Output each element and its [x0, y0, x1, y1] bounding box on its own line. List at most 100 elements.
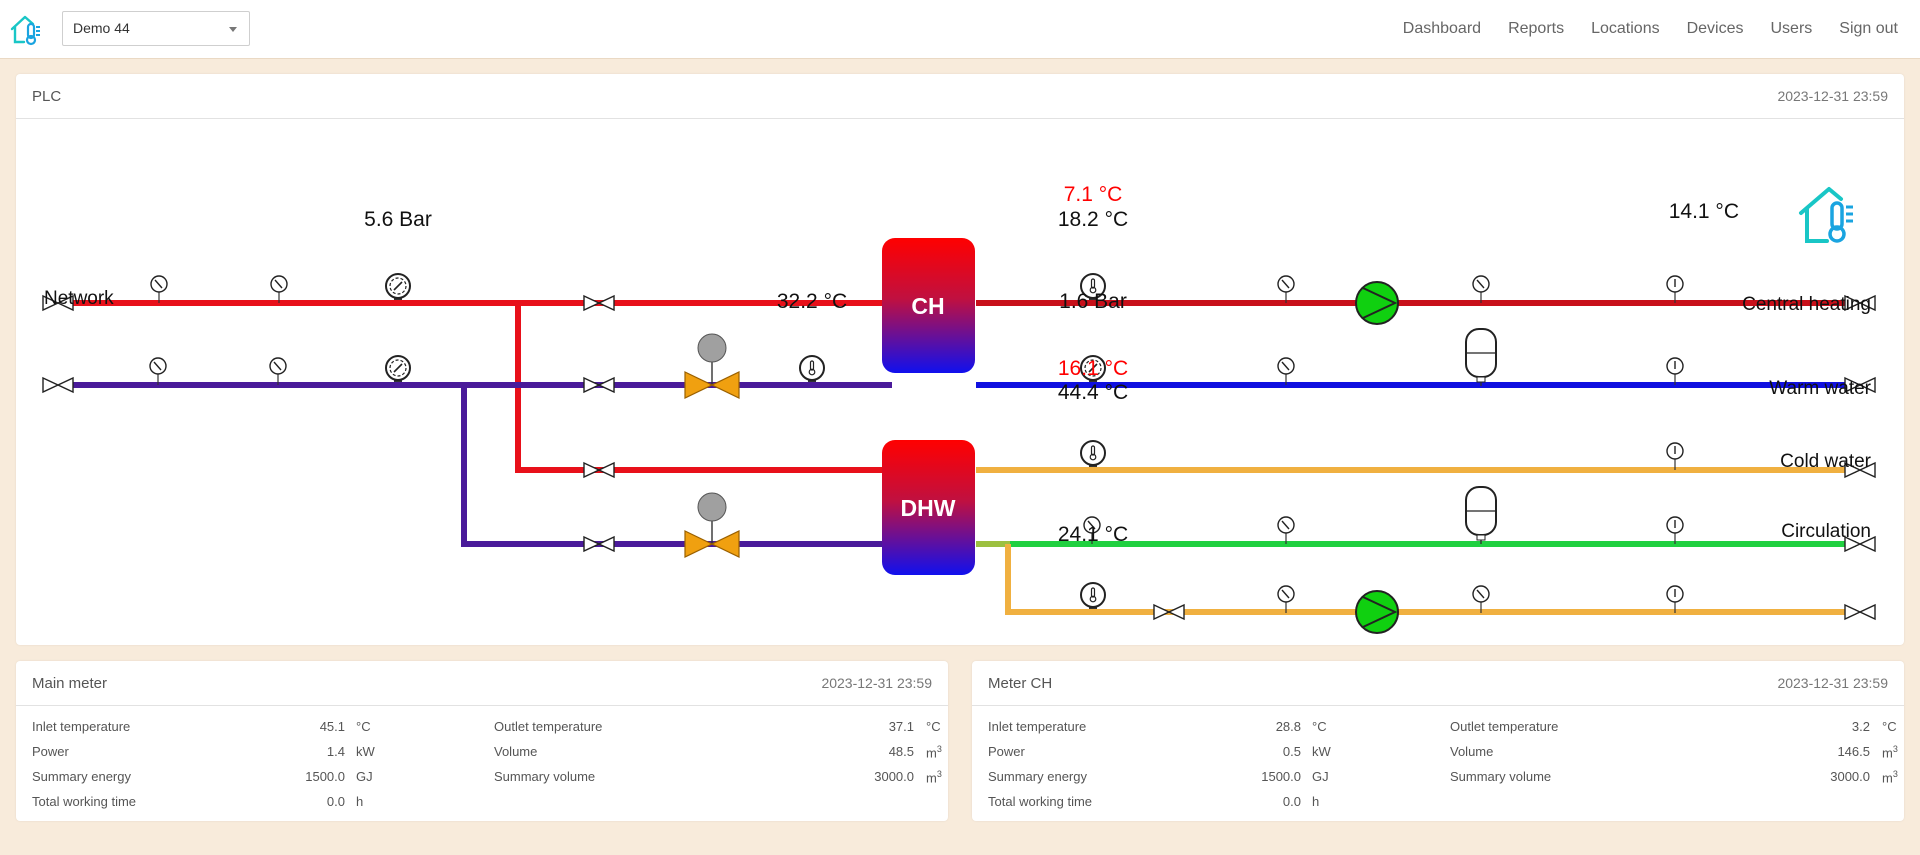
- meter-unit: m3: [926, 769, 942, 786]
- gauge-icon: [269, 357, 287, 386]
- meter-row: Power 1.4 kW Volume 48.5 m3: [32, 744, 942, 769]
- cold-water-label: Cold water: [1780, 451, 1871, 472]
- circulation-pump-icon[interactable]: [1355, 590, 1399, 634]
- dhw-label: DHW: [901, 495, 956, 521]
- pipes: [73, 300, 1856, 615]
- meter-row: Inlet temperature 28.8 °C Outlet tempera…: [988, 719, 1897, 744]
- top-navbar: Demo 44 Dashboard Reports Locations Devi…: [0, 0, 1920, 59]
- gauge-icon: [1472, 585, 1490, 614]
- meter-value: 48.5: [888, 744, 914, 759]
- plc-timestamp: 2023-12-31 23:59: [1777, 88, 1888, 104]
- meter-label: Summary energy: [988, 769, 1087, 784]
- meter-ch-values: Inlet temperature 28.8 °C Outlet tempera…: [988, 719, 1898, 819]
- meter-ch-timestamp: 2023-12-31 23:59: [1777, 675, 1888, 691]
- valve-network-return-in[interactable]: [42, 377, 74, 393]
- meter-row: Power 0.5 kW Volume 146.5 m3: [988, 744, 1898, 769]
- valve-dhw-supply[interactable]: [583, 462, 615, 478]
- meter-value: 3000.0: [1830, 769, 1870, 784]
- nav-locations[interactable]: Locations: [1591, 20, 1660, 37]
- network-pressure-gauge-icon[interactable]: [385, 273, 411, 300]
- dhw-heat-exchanger[interactable]: DHW: [882, 440, 975, 575]
- gauge-icon: [1472, 275, 1490, 304]
- gauge-icon: [1277, 275, 1295, 304]
- meter-unit: °C: [1882, 719, 1897, 734]
- gauge-icon: [149, 357, 167, 386]
- plc-scheme-diagram: CH DHW: [42, 183, 1876, 634]
- meter-ch-title: Meter CH: [988, 675, 1053, 692]
- circulation-temp-reading: 24.1 °C: [1058, 523, 1128, 546]
- plc-title: PLC: [32, 88, 62, 105]
- ch-heat-exchanger[interactable]: CH: [882, 238, 975, 373]
- meter-label: Inlet temperature: [988, 719, 1087, 734]
- primary-return-temp-reading: 32.2 °C: [777, 290, 847, 313]
- meter-unit: °C: [926, 719, 941, 734]
- gauge-icon: [270, 275, 288, 304]
- plc-card-header: PLC 2023-12-31 23:59: [16, 74, 1904, 119]
- meter-label: Volume: [494, 744, 538, 759]
- meter-unit: °C: [356, 719, 371, 734]
- main-meter-card: Main meter 2023-12-31 23:59 Inlet temper…: [16, 661, 948, 821]
- meter-label: Summary volume: [494, 769, 596, 784]
- main-nav: Dashboard Reports Locations Devices User…: [1403, 0, 1898, 58]
- meter-ch-header: Meter CH 2023-12-31 23:59: [972, 661, 1904, 706]
- network-label: Network: [44, 288, 114, 309]
- outdoor-thermometer-icon: [1799, 187, 1853, 243]
- meter-label: Total working time: [988, 794, 1093, 809]
- gauge-icon: [1666, 442, 1684, 471]
- meter-value: 3.2: [1851, 719, 1870, 734]
- dhw-temp-reading: 44.4 °C: [1058, 381, 1128, 404]
- valve-dhw-return[interactable]: [583, 536, 615, 552]
- nav-reports[interactable]: Reports: [1508, 20, 1565, 37]
- home-thermometer-logo-icon[interactable]: [9, 12, 45, 48]
- nav-devices[interactable]: Devices: [1686, 20, 1744, 37]
- meter-label: Summary energy: [32, 769, 131, 784]
- meter-label: Power: [988, 744, 1025, 759]
- meter-value: 0.5: [1282, 744, 1301, 759]
- thermometer-icon[interactable]: [1080, 582, 1106, 609]
- valve-circulation-out[interactable]: [1844, 604, 1876, 620]
- ch-expansion-tank-icon: [1465, 328, 1497, 387]
- gauge-icon: [1666, 357, 1684, 386]
- meter-value: 0.0: [1282, 794, 1301, 809]
- main-meter-title: Main meter: [32, 675, 108, 692]
- meter-row: Total working time 0.0 h: [32, 794, 932, 819]
- meter-value: 1.4: [326, 744, 345, 759]
- gauge-icon: [1666, 516, 1684, 545]
- ch-pump-icon[interactable]: [1355, 281, 1399, 325]
- meter-value: 0.0: [326, 794, 345, 809]
- gauge-icon: [1666, 585, 1684, 614]
- warm-water-label: Warm water: [1769, 378, 1871, 399]
- ch-control-valve-icon[interactable]: [684, 333, 740, 399]
- dhw-control-valve-icon[interactable]: [684, 492, 740, 558]
- network-return-pressure-gauge-icon[interactable]: [385, 355, 411, 382]
- nav-sign-out[interactable]: Sign out: [1839, 20, 1898, 37]
- ch-supply-temp-reading: 18.2 °C: [1058, 208, 1128, 231]
- main-meter-values: Inlet temperature 45.1 °C Outlet tempera…: [32, 719, 942, 819]
- gauge-icon: [1277, 585, 1295, 614]
- meter-value: 146.5: [1837, 744, 1870, 759]
- meter-unit: m3: [1882, 744, 1898, 761]
- meter-value: 1500.0: [305, 769, 345, 784]
- meter-value: 1500.0: [1261, 769, 1301, 784]
- nav-dashboard[interactable]: Dashboard: [1402, 20, 1482, 37]
- location-select[interactable]: Demo 44: [62, 11, 250, 46]
- thermometer-icon[interactable]: [1080, 440, 1106, 467]
- meter-value: 3000.0: [874, 769, 914, 784]
- meter-label: Total working time: [32, 794, 137, 809]
- nav-users[interactable]: Users: [1770, 20, 1813, 37]
- valve-circulation[interactable]: [1153, 604, 1185, 620]
- meter-ch-card: Meter CH 2023-12-31 23:59 Inlet temperat…: [972, 661, 1904, 821]
- central-heating-label: Central heating: [1742, 294, 1871, 315]
- valve-ch-supply[interactable]: [583, 295, 615, 311]
- valve-ch-return[interactable]: [583, 377, 615, 393]
- meter-row: Summary energy 1500.0 GJ Summary volume …: [988, 769, 1898, 794]
- gauge-icon: [1666, 275, 1684, 304]
- meter-unit: kW: [356, 744, 375, 759]
- gauge-icon: [1277, 516, 1295, 545]
- meter-unit: h: [356, 794, 364, 809]
- dhw-setpoint-reading: 16.1 °C: [1058, 357, 1128, 380]
- ch-pressure-reading: 1.6 Bar: [1059, 290, 1127, 313]
- thermometer-icon[interactable]: [799, 355, 825, 382]
- meter-row: Summary energy 1500.0 GJ Summary volume …: [32, 769, 942, 794]
- meter-label: Summary volume: [1450, 769, 1552, 784]
